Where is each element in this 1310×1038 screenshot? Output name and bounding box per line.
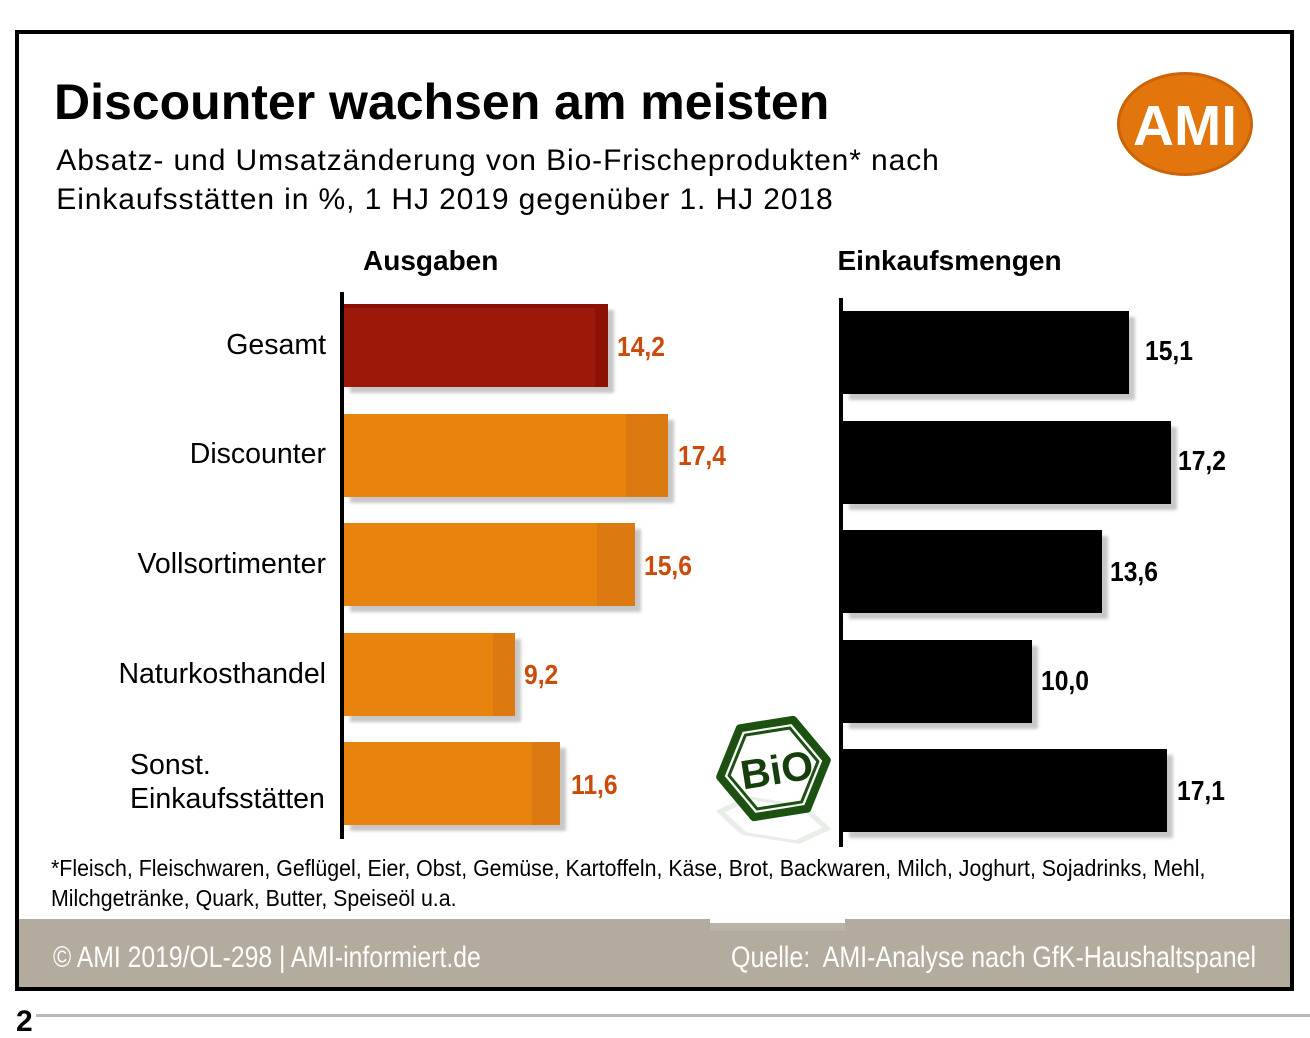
svg-text:AMI: AMI [1133, 94, 1237, 158]
svg-text:BiO: BiO [737, 742, 816, 799]
